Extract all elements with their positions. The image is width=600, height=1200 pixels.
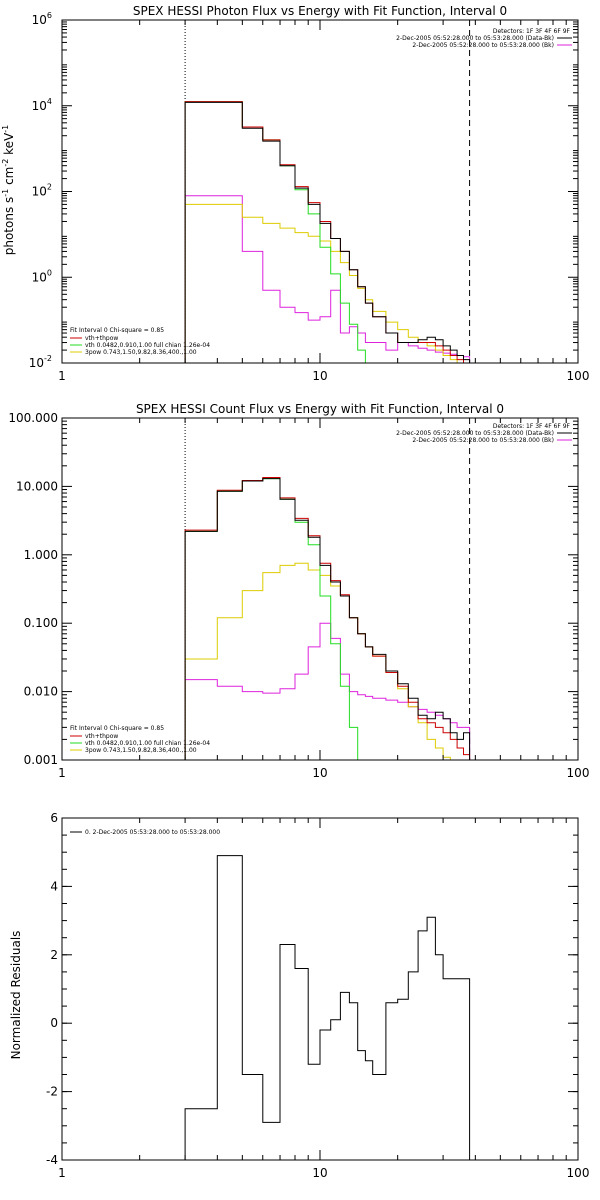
count-y-tick-label: 100.000	[8, 411, 58, 425]
residuals-y-tick-label: -2	[46, 1085, 58, 1099]
count-legend-bk: 2-Dec-2005 05:52:28.000 to 05:53:28.000 …	[412, 437, 554, 444]
photon-y-tick-label: 104	[32, 97, 52, 113]
photon-legend-bk: 2-Dec-2005 05:52:28.000 to 05:53:28.000 …	[412, 42, 554, 49]
count-legend-3pow: 3pow 0.743,1.50,9.82,8.36,400.,1.00	[85, 747, 197, 754]
photon-ylabel-part: keV	[2, 132, 16, 159]
photon-y-tick-label: 100	[32, 268, 52, 284]
photon-ylabel-part: cm	[2, 167, 16, 189]
photon-ylabel-part: photons s	[2, 197, 16, 256]
residuals-x-tick-label: 10	[312, 1166, 327, 1180]
count-x-ticks: 1 10 100	[58, 418, 589, 780]
residuals-y-tick-label: 4	[50, 879, 58, 893]
count-x-tick-label: 100	[567, 766, 590, 780]
residuals-y-axis-label: Normalized Residuals	[9, 931, 23, 1060]
photon-y-tick-label: 106	[32, 11, 52, 27]
residuals-x-ticks: 1 10 100	[58, 818, 589, 1180]
photon-legend-vth-thpow: vth+thpow	[85, 335, 118, 342]
photon-legend-fit-interval: Fit Interval 0 Chi-square = 0.85	[70, 327, 164, 334]
photon-x-ticks: 1 10 100	[58, 20, 589, 383]
count-legend-bottom-left: Fit Interval 0 Chi-square = 0.85 vth+thp…	[70, 725, 210, 754]
photon-ylabel-exp: -1	[1, 125, 10, 133]
photon-y-ticks: 10-2 100 102 104 106	[29, 11, 578, 370]
count-y-ticks: 0.001 0.010 0.100 1.000 10.000 100.000	[8, 411, 578, 767]
count-x-tick-label: 10	[312, 766, 327, 780]
residuals-x-tick-label: 100	[567, 1166, 590, 1180]
count-panel-title: SPEX HESSI Count Flux vs Energy with Fit…	[136, 402, 504, 416]
count-series-group	[184, 418, 471, 761]
count-y-tick-label: 10.000	[16, 479, 58, 493]
residuals-y-ticks: -4 -2 0 2 4 6	[46, 811, 578, 1167]
count-legend-vth: vth 0.0482,0.910,1.00 full chian 1.26e-0…	[85, 740, 210, 747]
svg-text:photons s-1 cm-2 keV-1: photons s-1 cm-2 keV-1	[1, 125, 16, 256]
count-legend-detectors: Detectors: 1F 3F 4F 6F 9F	[493, 423, 571, 430]
count-y-tick-label: 1.000	[24, 548, 58, 562]
photon-legend-detectors: Detectors: 1F 3F 4F 6F 9F	[493, 28, 571, 35]
photon-y-tick-label: 10-2	[29, 354, 52, 370]
photon-series-data-bk	[184, 101, 471, 363]
residuals-y-tick-label: -4	[46, 1153, 58, 1167]
photon-x-tick-label: 10	[312, 369, 327, 383]
photon-series-group	[184, 20, 471, 364]
count-y-tick-label: 0.001	[24, 753, 58, 767]
count-y-tick-label: 0.100	[24, 616, 58, 630]
photon-x-tick-label: 100	[567, 369, 590, 383]
photon-legend-3pow: 3pow 0.743,1.50,9.82,8.36,400.,1.00	[85, 349, 197, 356]
residuals-x-tick-label: 1	[58, 1166, 66, 1180]
count-legend-vth-thpow: vth+thpow	[85, 733, 118, 740]
residuals-legend: 0. 2-Dec-2005 05:53:28.000 to 05:53:28.0…	[70, 829, 220, 836]
photon-panel-title: SPEX HESSI Photon Flux vs Energy with Fi…	[133, 4, 507, 18]
photon-ylabel-exp: -2	[1, 159, 10, 167]
photon-legend-top-right: Detectors: 1F 3F 4F 6F 9F 2-Dec-2005 05:…	[396, 28, 572, 49]
photon-legend-data-bk: 2-Dec-2005 05:52:28.000 to 05:53:28.000 …	[396, 35, 554, 42]
photon-flux-panel: SPEX HESSI Photon Flux vs Energy with Fi…	[1, 4, 589, 383]
residuals-y-tick-label: 0	[50, 1016, 58, 1030]
photon-legend-bottom-left: Fit Interval 0 Chi-square = 0.85 vth+thp…	[70, 327, 210, 356]
photon-series-bk	[184, 195, 471, 363]
count-legend-fit-interval: Fit Interval 0 Chi-square = 0.85	[70, 725, 164, 732]
residuals-series-group	[184, 855, 471, 1160]
photon-legend-vth: vth 0.0482,0.910,1.00 full chian 1.26e-0…	[85, 342, 210, 349]
residuals-panel: Normalized Residuals 1 10 100 -4 -2 0 2 4 6 0. …	[9, 811, 589, 1180]
photon-x-tick-label: 1	[58, 369, 66, 383]
count-y-tick-label: 0.010	[24, 685, 58, 699]
residuals-y-tick-label: 6	[50, 811, 58, 825]
photon-y-tick-label: 102	[32, 183, 52, 199]
count-legend-data-bk: 2-Dec-2005 05:52:28.000 to 05:53:28.000 …	[396, 430, 554, 437]
photon-ylabel-exp: -1	[1, 189, 10, 197]
residuals-y-tick-label: 2	[50, 948, 58, 962]
count-series-data-bk	[184, 478, 471, 760]
count-x-tick-label: 1	[58, 766, 66, 780]
photon-y-axis-label: photons s-1 cm-2 keV-1	[1, 125, 16, 256]
count-flux-panel: SPEX HESSI Count Flux vs Energy with Fit…	[8, 402, 589, 780]
count-legend-top-right: Detectors: 1F 3F 4F 6F 9F 2-Dec-2005 05:…	[396, 423, 572, 444]
residuals-legend-text: 0. 2-Dec-2005 05:53:28.000 to 05:53:28.0…	[85, 829, 220, 836]
residuals-series-residual	[184, 855, 471, 1160]
